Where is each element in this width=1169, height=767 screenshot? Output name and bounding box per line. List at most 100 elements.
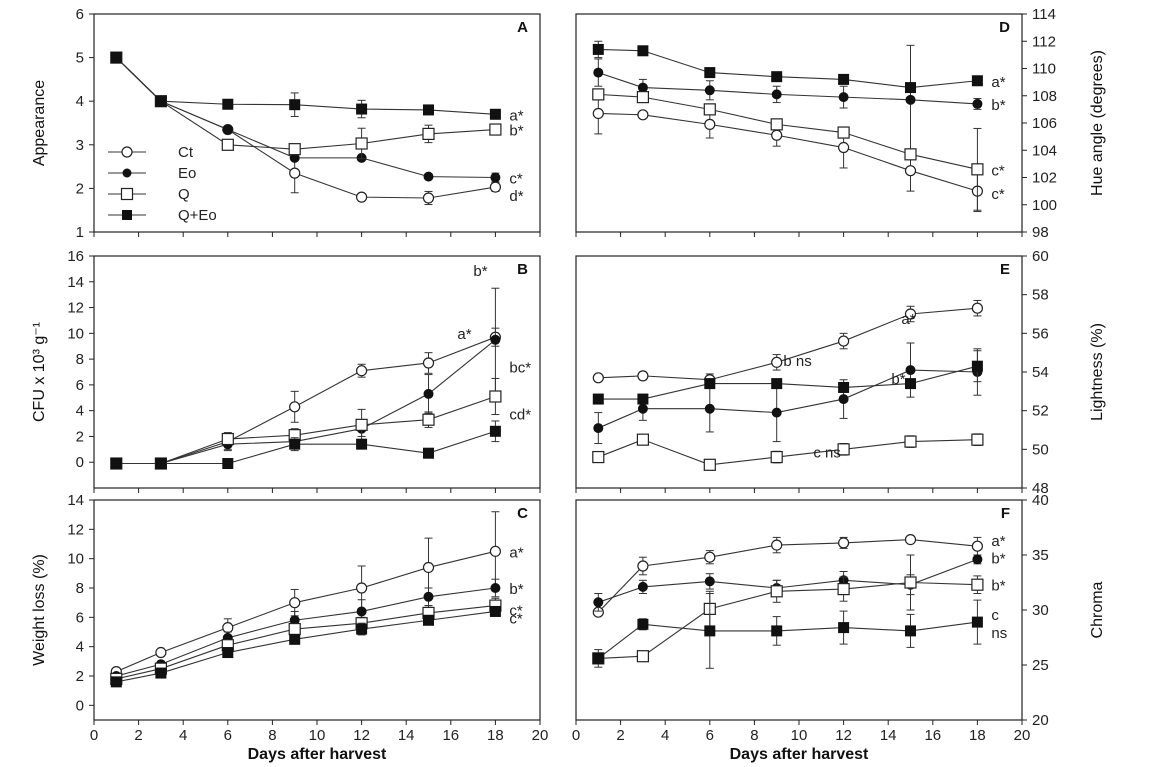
data-point-qeo [704, 378, 716, 390]
data-point-qeo [110, 52, 122, 64]
significance-label: c* [509, 603, 523, 620]
data-point-eo [423, 388, 434, 399]
x-tick-label: 12 [353, 727, 370, 744]
legend-item-q: Q [108, 186, 190, 203]
data-point-ct [422, 192, 435, 204]
series-ct: a* [110, 326, 501, 470]
significance-label: a* [457, 326, 471, 343]
plot-frame [93, 499, 541, 721]
data-point-qeo [771, 71, 783, 83]
data-point-q [703, 458, 716, 471]
series-q: b* [592, 554, 1006, 665]
data-point-qeo [289, 99, 301, 111]
x-tick-label: 20 [532, 727, 549, 744]
y-tick-label: 100 [1032, 197, 1057, 214]
data-point-ct [289, 597, 301, 609]
series-line-eo [115, 57, 496, 179]
series-ct: a* [110, 511, 524, 678]
x-tick-label: 12 [835, 727, 852, 744]
x-tick-label: 8 [268, 727, 276, 744]
data-point-eo [704, 576, 715, 587]
data-point-ct [904, 308, 917, 320]
y-tick-label: 35 [1032, 547, 1049, 564]
data-point-q [636, 433, 650, 446]
y-tick-label: 20 [1032, 712, 1049, 729]
data-point-ct [289, 167, 301, 179]
data-point-q [770, 585, 783, 598]
data-point-qeo [704, 67, 716, 79]
data-point-q [288, 622, 301, 636]
data-point-q [971, 163, 984, 176]
data-point-qeo [110, 676, 122, 688]
series-qeo: b ns [592, 350, 983, 405]
y-tick-label: 8 [76, 580, 84, 597]
series-eo: b* [593, 44, 1006, 155]
data-point-ct [289, 401, 301, 413]
data-point-qeo [489, 425, 501, 437]
y-axis-label: Hue angle (degrees) [1089, 50, 1106, 196]
y-tick-label: 2 [76, 180, 84, 197]
significance-label: b* [991, 97, 1005, 114]
y-tick-label: 3 [76, 137, 84, 154]
legend-marker-eo [122, 168, 132, 178]
y-tick-label: 40 [1032, 492, 1049, 509]
data-point-eo [423, 591, 434, 602]
y-tick-label: 54 [1032, 364, 1049, 381]
series-q: bc* [110, 359, 531, 470]
series-ct: d* [110, 51, 524, 205]
legend-marker-qeo [122, 210, 132, 220]
x-tick-label: 14 [398, 727, 415, 744]
data-point-q [221, 138, 234, 151]
significance-label: a* [509, 107, 523, 124]
data-point-qeo [838, 622, 850, 634]
series-eo: b* [593, 342, 983, 445]
data-point-eo [637, 403, 648, 414]
x-tick-label: 20 [1014, 727, 1031, 744]
data-point-qeo [905, 82, 916, 94]
data-point-qeo [489, 108, 501, 120]
y-tick-label: 50 [1032, 441, 1049, 458]
y-tick-label: 25 [1032, 657, 1049, 674]
series-line-q [598, 93, 978, 170]
y-tick-label: 4 [76, 639, 84, 656]
data-point-qeo [905, 378, 916, 390]
data-point-eo [490, 583, 501, 593]
series-line-ct [597, 539, 978, 613]
legend-label: Eo [178, 165, 196, 182]
panel-letter: C [517, 505, 528, 522]
data-point-qeo [971, 75, 983, 87]
data-point-q [703, 103, 716, 116]
data-point-qeo [637, 393, 649, 405]
data-point-ct [704, 551, 716, 563]
data-point-ct [837, 335, 850, 347]
y-tick-label: 48 [1032, 480, 1049, 497]
y-tick-label: 58 [1032, 287, 1049, 304]
series-line-qeo [597, 621, 978, 659]
data-point-qeo [289, 633, 301, 645]
series-eo: b* [111, 578, 524, 681]
significance-label: b ns [783, 353, 811, 370]
series-line-eo [598, 558, 978, 603]
series-line-qeo [598, 48, 978, 89]
series-qeo: c ns [592, 593, 1007, 669]
x-tick-label: 16 [442, 727, 459, 744]
y-tick-label: 10 [67, 325, 84, 342]
significance-label: c ns [813, 445, 841, 462]
x-tick-label: 0 [572, 727, 580, 744]
significance-label: c* [991, 162, 1005, 179]
y-tick-label: 98 [1032, 224, 1049, 241]
y-tick-label: 112 [1032, 33, 1056, 50]
data-point-qeo [222, 98, 234, 110]
y-tick-label: 16 [67, 248, 84, 265]
data-point-ct [422, 357, 435, 369]
series-qeo: a* [592, 40, 1006, 94]
data-point-eo [838, 92, 849, 103]
plot-frame [575, 499, 1023, 721]
y-tick-label: 12 [67, 300, 84, 317]
x-tick-label: 16 [924, 727, 941, 744]
data-point-ct [837, 537, 850, 549]
series-ct: a* [592, 299, 984, 387]
series-line-eo [116, 339, 496, 465]
data-point-q [592, 450, 605, 464]
y-axis-label: CFU x 10³ g⁻¹ [31, 322, 48, 422]
